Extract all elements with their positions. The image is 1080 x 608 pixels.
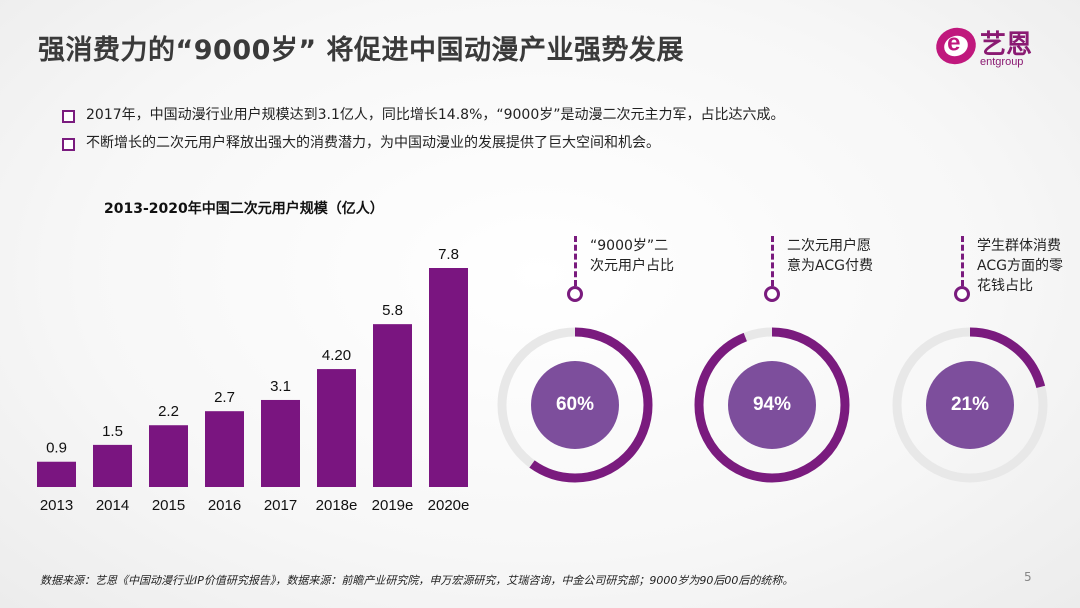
bar-2018e bbox=[317, 369, 356, 487]
bar-value-label: 4.20 bbox=[322, 347, 351, 364]
x-tick-label: 2018e bbox=[316, 497, 358, 514]
logo-en-text: entgroup bbox=[980, 56, 1024, 68]
donut-chart-2: 94% bbox=[692, 325, 852, 485]
donut-chart-3: 21% bbox=[890, 325, 1050, 485]
donut-percent: 94% bbox=[752, 394, 792, 415]
callout-dot-icon bbox=[567, 286, 583, 302]
bar-2017 bbox=[261, 399, 300, 487]
bar-value-label: 0.9 bbox=[46, 440, 67, 457]
donut-percent: 60% bbox=[555, 394, 595, 415]
callout-dot-icon bbox=[954, 286, 970, 302]
donut-value-arc bbox=[497, 327, 653, 483]
donut-center bbox=[531, 361, 619, 449]
bar-2015 bbox=[149, 425, 188, 487]
bullet-text: 不断增长的二次元用户释放出强大的消费潜力，为中国动漫业的发展提供了巨大空间和机会… bbox=[86, 135, 660, 151]
callout-label: 学生群体消费 ACG方面的零 花钱占比 bbox=[977, 238, 1063, 294]
bar-2020e bbox=[429, 268, 468, 487]
bullet-item: 不断增长的二次元用户释放出强大的消费潜力，为中国动漫业的发展提供了巨大空间和机会… bbox=[62, 132, 1042, 160]
bar-value-label: 1.5 bbox=[102, 423, 123, 440]
bar-2016 bbox=[205, 411, 244, 487]
bar-2019e bbox=[373, 324, 412, 487]
logo-cn-text: 艺恩 bbox=[980, 30, 1033, 60]
donut-value-arc bbox=[694, 327, 850, 483]
source-note: 数据来源：艺恩《中国动漫行业IP价值研究报告》，数据来源：前瞻产业研究院，申万宏… bbox=[40, 574, 794, 587]
bar-value-label: 7.8 bbox=[438, 246, 459, 263]
bar-value-label: 2.7 bbox=[214, 389, 235, 406]
chart-title: 2013-2020年中国二次元用户规模（亿人） bbox=[104, 201, 384, 217]
x-tick-label: 2020e bbox=[428, 497, 470, 514]
bullet-list: 2017年，中国动漫行业用户规模达到3.1亿人，同比增长14.8%，“9000岁… bbox=[62, 104, 1042, 160]
page-number: 5 bbox=[1024, 570, 1032, 584]
bullet-square-icon bbox=[62, 138, 75, 151]
entgroup-logo: e 艺恩 entgroup bbox=[931, 22, 1044, 72]
x-tick-label: 2017 bbox=[264, 497, 297, 514]
x-tick-label: 2015 bbox=[152, 497, 185, 514]
logo-mark-icon: e bbox=[931, 22, 981, 70]
donut-center bbox=[926, 361, 1014, 449]
bar-value-label: 5.8 bbox=[382, 302, 403, 319]
donut-chart-1: 60% bbox=[495, 325, 655, 485]
callout-label: 二次元用户愿 意为ACG付费 bbox=[787, 238, 873, 274]
page-title: 强消费力的“9000岁” 将促进中国动漫产业强势发展 bbox=[38, 35, 685, 66]
donut-center bbox=[728, 361, 816, 449]
bar-2014 bbox=[93, 444, 132, 487]
bar-2013 bbox=[37, 461, 76, 487]
bullet-item: 2017年，中国动漫行业用户规模达到3.1亿人，同比增长14.8%，“9000岁… bbox=[62, 104, 1042, 132]
donut-percent: 21% bbox=[950, 394, 990, 415]
callout-label: “9000岁”二 次元用户占比 bbox=[590, 238, 674, 274]
x-tick-label: 2019e bbox=[372, 497, 414, 514]
bullet-text: 2017年，中国动漫行业用户规模达到3.1亿人，同比增长14.8%，“9000岁… bbox=[86, 107, 785, 123]
donut-value-arc bbox=[892, 327, 1048, 483]
bar-value-label: 3.1 bbox=[270, 378, 291, 395]
x-tick-label: 2014 bbox=[96, 497, 129, 514]
bar-chart: 0.9 2013 1.5 2014 2.2 2015 2.7 2016 3.1 2017 4.20 2… bbox=[37, 246, 470, 514]
x-tick-label: 2016 bbox=[208, 497, 241, 514]
callout-dot-icon bbox=[764, 286, 780, 302]
bullet-square-icon bbox=[62, 110, 75, 123]
bar-value-label: 2.2 bbox=[158, 403, 179, 420]
x-tick-label: 2013 bbox=[40, 497, 73, 514]
